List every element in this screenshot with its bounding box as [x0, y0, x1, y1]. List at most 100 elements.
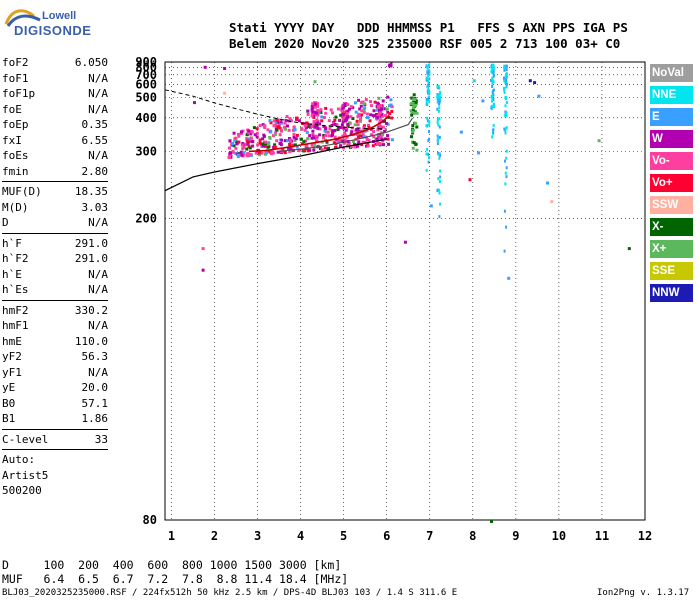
echo-point — [390, 64, 393, 68]
echo-point — [339, 126, 343, 129]
x-tick-label: 4 — [297, 529, 304, 543]
interference-point — [438, 191, 441, 195]
param-row-hmf2: hmF2 330.2 — [2, 304, 108, 320]
interference-point — [425, 98, 428, 101]
autoscale-line: 500200 — [2, 484, 42, 497]
echo-point — [261, 144, 265, 148]
echo-point — [363, 106, 367, 110]
echo-point — [343, 133, 347, 137]
echo-point — [336, 128, 340, 132]
echo-point — [320, 119, 324, 123]
echo-point — [372, 135, 376, 139]
interference-point — [439, 175, 442, 179]
echo-point — [300, 142, 304, 146]
echo-point — [324, 106, 328, 110]
echo-point — [376, 114, 380, 118]
param-value: N/A — [88, 365, 108, 379]
interference-point — [504, 66, 506, 70]
distance-row: D 100 200 400 600 800 1000 1500 3000 [km… — [2, 558, 342, 572]
echo-point — [240, 143, 244, 147]
echo-point — [386, 122, 390, 126]
echo-point — [272, 145, 276, 149]
echo-point — [326, 130, 330, 134]
param-value: N/A — [88, 267, 108, 281]
param-name: MUF(D) — [2, 185, 42, 198]
scaled-parameters-panel: foF2 6.050 foF1 N/A foF1p N/A foE N/A foEp 0.35 fx… — [2, 56, 108, 500]
echo-point — [310, 114, 314, 118]
echo-point — [322, 136, 325, 140]
echo-point — [287, 146, 290, 150]
interference-point — [428, 156, 431, 160]
echo-point — [203, 65, 207, 69]
echo-point — [278, 133, 282, 137]
echo-point — [335, 123, 339, 127]
echo-point — [249, 136, 253, 140]
echo-point — [267, 142, 271, 146]
echo-point — [403, 240, 407, 244]
echo-point — [339, 113, 343, 117]
x-tick-label: 6 — [383, 529, 390, 543]
interference-point — [505, 114, 508, 118]
echo-point — [387, 115, 391, 119]
echo-point — [342, 112, 346, 116]
echo-point — [378, 125, 382, 128]
echo-point — [376, 116, 380, 120]
param-name: foEp — [2, 118, 29, 131]
interference-point — [492, 131, 495, 134]
interference-point — [505, 156, 508, 160]
param-value: 110.0 — [74, 334, 108, 348]
echo-point — [284, 139, 287, 143]
y-tick-label: 900 — [135, 55, 157, 69]
interference-point — [436, 118, 439, 122]
echo-point — [318, 133, 322, 137]
interference-point — [504, 81, 507, 84]
echo-point — [268, 136, 272, 140]
interference-point — [427, 152, 430, 156]
echo-point — [354, 110, 358, 114]
param-row-foes: foEs N/A — [2, 149, 108, 165]
echo-point — [247, 137, 251, 141]
interference-point — [505, 225, 508, 229]
interference-point — [503, 86, 505, 90]
param-value: 2.80 — [81, 164, 109, 178]
echo-point — [490, 520, 493, 523]
echo-point — [345, 126, 349, 130]
interference-point — [425, 78, 428, 82]
echo-point — [288, 138, 292, 142]
echo-point — [318, 122, 321, 126]
echo-point — [313, 102, 317, 106]
echo-point — [390, 138, 394, 142]
echo-point — [376, 104, 380, 108]
echo-point — [336, 141, 340, 144]
param-row-fxi: fxI 6.55 — [2, 134, 108, 150]
echo-point — [341, 139, 345, 143]
echo-point — [289, 146, 293, 150]
echo-point — [365, 112, 369, 116]
echo-point — [275, 139, 279, 143]
echo-point — [507, 276, 511, 280]
echo-point — [390, 109, 394, 113]
x-trace-line — [279, 117, 414, 152]
echo-point — [371, 114, 375, 118]
echo-point — [481, 99, 485, 103]
echo-point — [351, 117, 355, 120]
echo-point — [320, 148, 324, 152]
echo-point — [234, 152, 238, 155]
interference-point — [503, 64, 506, 68]
echo-point — [372, 130, 376, 133]
echo-point — [292, 132, 296, 136]
param-name: yE — [2, 381, 16, 394]
interference-point — [426, 76, 429, 80]
echo-point — [292, 135, 296, 139]
param-name: foF1 — [2, 71, 29, 85]
echo-point — [356, 123, 360, 127]
param-row-d: D N/A — [2, 216, 108, 232]
echo-point — [262, 134, 266, 138]
echo-point — [323, 146, 327, 150]
echo-point — [379, 131, 383, 135]
interference-point — [491, 99, 493, 103]
interference-point — [437, 85, 440, 89]
interference-point — [436, 100, 439, 104]
echo-point — [361, 100, 365, 104]
echo-point — [390, 116, 394, 120]
